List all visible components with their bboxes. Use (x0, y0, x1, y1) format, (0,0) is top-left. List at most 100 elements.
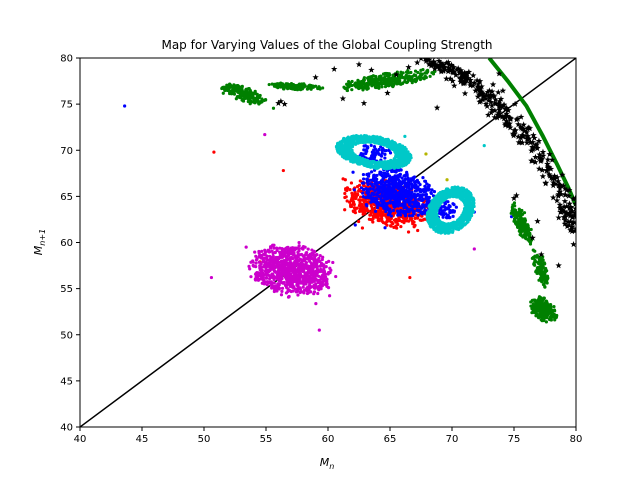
series-3-point (259, 270, 264, 274)
series-1-point (415, 179, 419, 183)
series-4-point (297, 83, 301, 87)
series-1-point (394, 191, 398, 195)
series-1-point (368, 187, 372, 191)
series-2-point (351, 158, 355, 162)
series-3-point (254, 254, 258, 258)
series-3-point (281, 266, 285, 270)
series-4-point (380, 77, 384, 82)
series-3-point (274, 286, 278, 290)
series-3-point (284, 261, 288, 265)
series-4-point (321, 86, 325, 90)
series-2-point (400, 144, 404, 148)
series-1-point (364, 151, 368, 155)
series-3-point (260, 256, 264, 260)
series-4-point (405, 80, 409, 85)
series-3-point (287, 282, 291, 286)
series-3-point (253, 250, 257, 254)
series-0-point (357, 187, 361, 192)
series-2-point (404, 163, 408, 167)
series-0-point (348, 200, 352, 204)
series-3-point (271, 264, 275, 269)
series-4-point (512, 201, 517, 205)
series-0-point (385, 220, 389, 224)
series-3-point (257, 251, 261, 255)
series-1-point (353, 223, 357, 227)
series-4-point (233, 85, 237, 89)
series-4-point (526, 227, 530, 231)
series-0-point (415, 216, 420, 220)
series-2-point (436, 193, 441, 197)
series-1-point (393, 176, 397, 180)
series-3-point (263, 132, 267, 137)
series-0-point (358, 198, 362, 203)
series-1-point (400, 192, 404, 196)
series-3-point (313, 273, 317, 277)
series-2-point (372, 137, 376, 141)
series-4-point (418, 75, 423, 79)
series-3-point (307, 274, 311, 278)
series-3-point (308, 278, 312, 283)
series-3-point (321, 255, 325, 259)
series-3-point (275, 289, 279, 293)
series-3-point (276, 271, 281, 276)
series-1-point (377, 147, 381, 152)
series-3-point (306, 291, 310, 295)
series-3-point (320, 257, 324, 262)
series-4-point (316, 86, 320, 91)
series-1-point (400, 176, 404, 180)
series-4-point (404, 70, 409, 74)
series-1-point (377, 152, 381, 156)
series-4-point (376, 81, 380, 85)
series-2-point (356, 141, 360, 145)
series-1-point (367, 172, 371, 176)
series-3-point (284, 277, 289, 281)
series-0-point (371, 220, 375, 224)
series-1-point (372, 179, 376, 183)
series-2-point (344, 146, 349, 150)
series-1-point (396, 194, 400, 198)
series-4-point (259, 99, 263, 104)
series-1-point (412, 202, 416, 206)
series-3-point (260, 281, 264, 285)
series-2-point (404, 156, 409, 161)
series-4-point (514, 211, 519, 216)
series-1-point (378, 185, 382, 189)
series-0-point (408, 275, 412, 280)
series-1-point (416, 213, 420, 217)
series-1-point (362, 144, 366, 148)
series-1-point (401, 179, 406, 183)
series-1-point (372, 155, 377, 159)
series-3-point (302, 264, 307, 268)
series-1-point (383, 152, 387, 156)
series-1-point (422, 190, 427, 194)
series-1-point (370, 183, 375, 188)
series-1-point (366, 182, 370, 187)
series-2-point (395, 151, 400, 156)
series-4-point (221, 85, 225, 89)
series-3-point (265, 262, 269, 267)
series-0-point (389, 204, 393, 208)
series-4-point (385, 81, 389, 85)
series-2-point (427, 204, 431, 209)
series-1-point (396, 209, 400, 213)
series-1-point (365, 177, 369, 181)
series-4-point (254, 92, 258, 96)
series-2-point (390, 143, 394, 147)
series-3-point (279, 263, 283, 267)
series-2-point (451, 192, 455, 197)
series-3-point (312, 283, 316, 287)
series-3-point (286, 245, 290, 249)
series-0-point (345, 186, 349, 190)
series-3-point (244, 245, 248, 249)
series-0-point (343, 178, 347, 182)
series-1-point (387, 192, 391, 196)
series-2-point (379, 163, 383, 167)
series-1-point (383, 207, 387, 211)
series-2-point (446, 230, 450, 234)
series-2-point (429, 225, 433, 229)
series-3-point (278, 250, 282, 254)
series-3-point (254, 261, 258, 265)
series-0-point (350, 197, 354, 202)
series-2-point (460, 218, 465, 222)
series-3-point (319, 267, 323, 272)
